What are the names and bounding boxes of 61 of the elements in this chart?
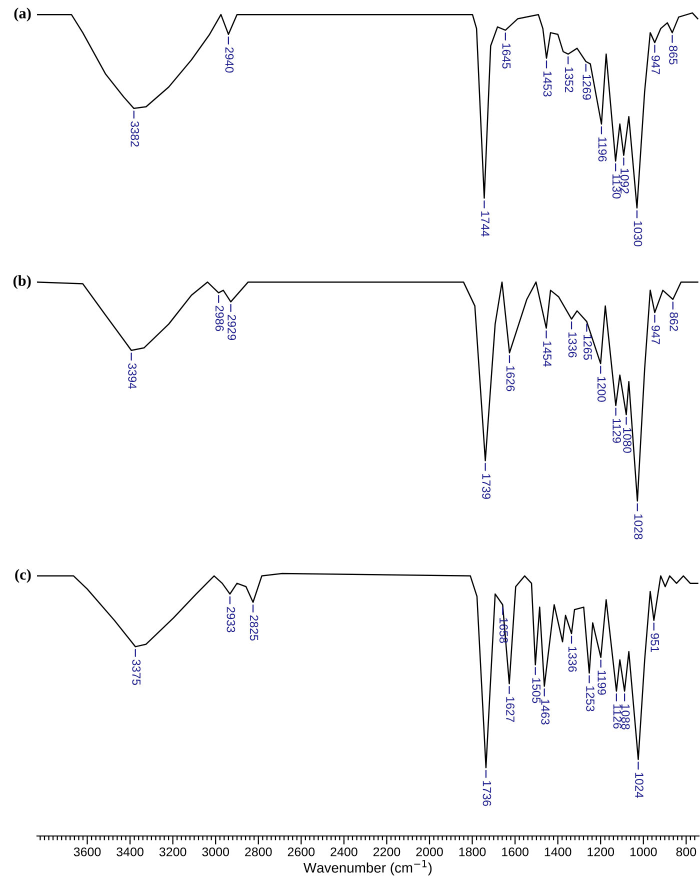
annotation: 1645 xyxy=(502,44,511,68)
annotation: 1030 xyxy=(634,221,642,246)
annotation: 1336 xyxy=(568,646,577,672)
annotation: 947 xyxy=(652,56,660,74)
annotation: 947 xyxy=(652,326,660,344)
annotation: 2825 xyxy=(250,615,258,641)
annotation: 1736 xyxy=(482,781,492,806)
x-tick-label: 3600 xyxy=(74,847,101,856)
annotation: 1130 xyxy=(612,174,621,199)
x-tick-label: 1000 xyxy=(630,847,657,856)
annotation: 1626 xyxy=(506,366,515,392)
annotation: 1200 xyxy=(597,376,606,402)
x-tick-label: 1400 xyxy=(544,847,572,856)
annotation: 1126 xyxy=(613,704,622,729)
annotation: 1028 xyxy=(634,514,643,540)
annotation: 1265 xyxy=(584,334,592,360)
annotation: 1196 xyxy=(598,137,607,162)
x-tick-label: 3200 xyxy=(159,847,186,856)
annotation: 1088 xyxy=(621,704,630,730)
x-tick-label: 2400 xyxy=(330,847,358,856)
annotation: 2933 xyxy=(226,607,236,632)
series-label: (a) xyxy=(14,8,31,22)
annotation: 1269 xyxy=(582,74,592,100)
annotation: 1505 xyxy=(532,678,541,704)
x-tick-label: 1600 xyxy=(502,847,528,856)
series-label: (b) xyxy=(13,275,31,290)
annotation: 3375 xyxy=(132,660,141,685)
annotation: 2986 xyxy=(215,306,224,332)
annotation: 1463 xyxy=(541,700,550,724)
x-tick-label: 1200 xyxy=(588,847,614,856)
annotation: 1080 xyxy=(623,428,632,453)
x-tick-label: 2600 xyxy=(288,847,315,856)
annotation: 1739 xyxy=(482,474,491,499)
annotation: 1336 xyxy=(568,332,577,358)
x-tick-label: 3400 xyxy=(116,847,144,856)
annotation: 3382 xyxy=(130,121,140,147)
annotation: 2940 xyxy=(225,47,234,73)
annotation: 1627 xyxy=(506,697,514,722)
annotation: 1453 xyxy=(543,72,552,96)
annotation: 1092 xyxy=(620,168,629,194)
annotation: 3394 xyxy=(128,363,137,389)
annotation: 951 xyxy=(650,633,660,652)
x-tick-label: 1800 xyxy=(459,847,486,856)
annotation: 1129 xyxy=(612,418,621,443)
series-label: (c) xyxy=(15,568,31,583)
x-axis-title: Wavenumber (cm$^{−1}$) xyxy=(303,860,432,876)
annotation: 1253 xyxy=(586,686,594,712)
x-tick-label: 2200 xyxy=(373,847,400,856)
x-tick-label: 3000 xyxy=(202,847,230,856)
annotation: 1658 xyxy=(499,618,508,643)
x-tick-label: 2000 xyxy=(416,847,443,856)
x-tick-label: 2800 xyxy=(245,847,272,856)
annotation: 2929 xyxy=(228,314,236,340)
annotation: 1024 xyxy=(635,772,644,798)
annotation: 862 xyxy=(670,312,678,331)
annotation: 1744 xyxy=(481,212,490,237)
annotation: 1199 xyxy=(598,670,606,695)
annotation: 1352 xyxy=(564,67,574,92)
annotation: 865 xyxy=(669,46,678,64)
x-tick-label: 800 xyxy=(676,847,696,856)
annotation: 1454 xyxy=(543,342,552,367)
